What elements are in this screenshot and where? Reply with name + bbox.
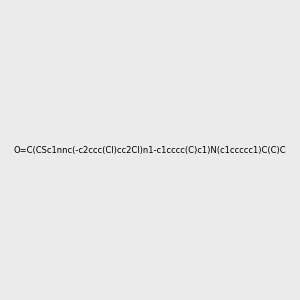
Text: O=C(CSc1nnc(-c2ccc(Cl)cc2Cl)n1-c1cccc(C)c1)N(c1ccccc1)C(C)C: O=C(CSc1nnc(-c2ccc(Cl)cc2Cl)n1-c1cccc(C)… [14,146,286,154]
